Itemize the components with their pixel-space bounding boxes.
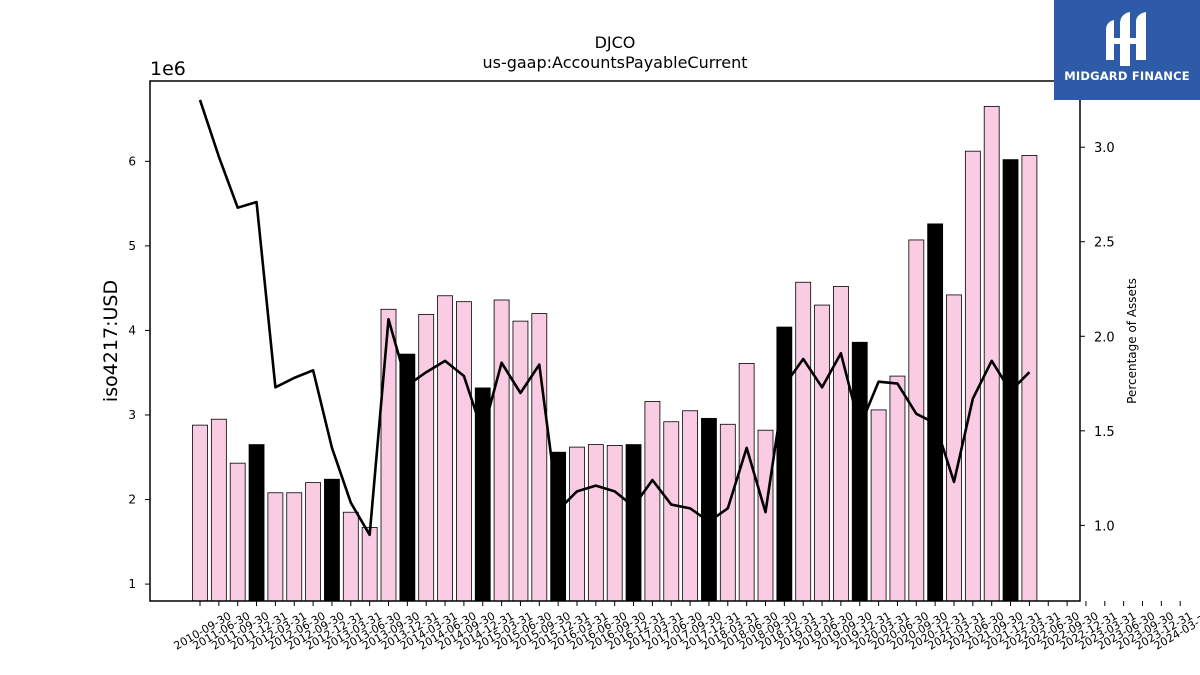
bar — [701, 417, 717, 602]
bar — [927, 223, 944, 602]
y-tick-label: 3 — [128, 408, 136, 422]
bar — [663, 421, 680, 602]
percentage-line — [198, 99, 1031, 537]
bar — [437, 295, 453, 602]
bars — [192, 105, 1038, 602]
bar — [267, 492, 284, 602]
y-tick-label: 6 — [128, 154, 136, 168]
bar — [757, 429, 774, 602]
y2-axis-label: Percentage of Assets — [1125, 278, 1139, 404]
bar — [983, 105, 1000, 602]
y-tick-label: 2 — [128, 493, 136, 507]
bar — [682, 410, 698, 602]
y-axis-label: iso4217:USD — [100, 280, 122, 402]
bar — [908, 239, 925, 602]
chart-title: DJCO — [595, 33, 636, 52]
bar — [192, 424, 208, 602]
axes: 1234561.01.52.02.53.02010-09-302011-06-3… — [128, 80, 1200, 653]
bar — [606, 445, 623, 602]
bar — [399, 353, 416, 602]
bar — [738, 363, 755, 602]
bar — [342, 511, 359, 602]
bar — [210, 418, 227, 602]
bar — [851, 341, 868, 602]
bar — [305, 482, 322, 602]
bar — [587, 444, 604, 602]
bar — [833, 286, 849, 602]
bar — [776, 326, 793, 602]
y-tick-label: 5 — [128, 239, 136, 253]
bar — [644, 401, 661, 602]
bar — [248, 444, 265, 602]
y2-tick-label: 1.5 — [1094, 425, 1115, 440]
bar — [493, 299, 510, 602]
bar — [286, 492, 303, 602]
chart-subtitle: us-gaap:AccountsPayableCurrent — [482, 53, 747, 72]
brand-logo: MIDGARD FINANCE — [1054, 0, 1200, 100]
bar — [380, 308, 397, 602]
bar — [814, 304, 830, 602]
brand-name: MIDGARD FINANCE — [1064, 69, 1190, 83]
y-offset-text: 1e6 — [150, 58, 186, 80]
y2-tick-label: 1.0 — [1094, 519, 1115, 534]
bar — [569, 446, 585, 602]
bar — [946, 294, 962, 602]
brand-mark-icon — [1106, 12, 1146, 66]
bar — [625, 444, 642, 602]
bar — [229, 462, 246, 602]
bar — [455, 301, 472, 602]
series-line — [198, 99, 1031, 537]
bar — [361, 527, 378, 602]
bar — [512, 320, 529, 602]
bar — [964, 150, 981, 602]
y-tick-label: 4 — [128, 323, 136, 337]
bar — [870, 409, 887, 602]
y2-tick-label: 3.0 — [1094, 141, 1115, 156]
y2-tick-label: 2.0 — [1094, 330, 1115, 345]
y2-tick-label: 2.5 — [1094, 236, 1115, 251]
y-tick-label: 1 — [128, 577, 136, 591]
bar — [531, 313, 548, 602]
bar — [889, 375, 906, 602]
bar — [795, 281, 812, 602]
bar — [418, 313, 435, 602]
bar — [324, 478, 340, 602]
